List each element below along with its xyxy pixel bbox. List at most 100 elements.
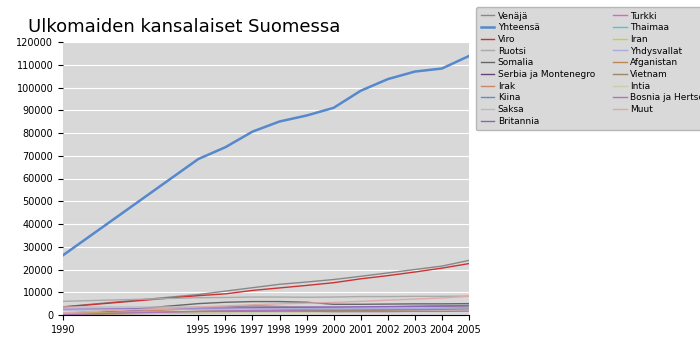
Ruotsi <box>438 294 446 299</box>
Line: Iran: Iran <box>63 310 469 313</box>
Yhteensä <box>465 54 473 58</box>
Thaimaa <box>384 307 392 312</box>
Vietnam <box>411 308 419 312</box>
Saksa <box>384 306 392 310</box>
Kiina <box>438 304 446 308</box>
Turkki <box>248 309 257 313</box>
Afganistan <box>384 309 392 313</box>
Bosnia ja Hertsegovina <box>59 313 67 317</box>
Line: Irak: Irak <box>63 306 469 315</box>
Thaimaa <box>465 306 473 310</box>
Intia <box>356 310 365 314</box>
Britannia <box>411 304 419 308</box>
Turkki <box>411 308 419 312</box>
Intia <box>438 309 446 313</box>
Turkki <box>221 309 230 313</box>
Yhdysvallat <box>275 307 284 311</box>
Afganistan <box>248 310 257 314</box>
Somalia <box>438 302 446 306</box>
Irak <box>221 306 230 310</box>
Somalia <box>248 300 257 304</box>
Afganistan <box>330 309 338 313</box>
Somalia <box>465 301 473 306</box>
Bosnia ja Hertsegovina <box>221 309 230 313</box>
Ruotsi <box>356 294 365 299</box>
Line: Turkki: Turkki <box>63 309 469 314</box>
Viro <box>465 261 473 266</box>
Line: Yhdysvallat: Yhdysvallat <box>63 308 469 310</box>
Venäjä <box>356 274 365 279</box>
Somalia <box>194 301 202 306</box>
Bosnia ja Hertsegovina <box>194 309 202 314</box>
Kiina <box>248 309 257 313</box>
Bosnia ja Hertsegovina <box>248 308 257 313</box>
Viro <box>384 274 392 278</box>
Iran <box>248 309 257 313</box>
Yhdysvallat <box>384 307 392 311</box>
Ruotsi <box>275 295 284 299</box>
Somalia <box>221 300 230 304</box>
Venäjä <box>465 258 473 262</box>
Thaimaa <box>411 307 419 311</box>
Ruotsi <box>465 294 473 298</box>
Viro <box>438 266 446 270</box>
Britannia <box>384 304 392 309</box>
Thaimaa <box>330 308 338 312</box>
Vietnam <box>384 308 392 312</box>
Yhdysvallat <box>194 307 202 311</box>
Serbia ja Montenegro <box>221 305 230 309</box>
Iran <box>330 309 338 313</box>
Afganistan <box>411 308 419 313</box>
Iran <box>275 309 284 313</box>
Serbia ja Montenegro <box>194 306 202 310</box>
Somalia <box>356 302 365 306</box>
Afganistan <box>356 309 365 313</box>
Iran <box>302 309 311 313</box>
Kiina <box>275 308 284 312</box>
Kiina <box>59 312 67 316</box>
Saksa <box>411 306 419 310</box>
Venäjä <box>411 267 419 272</box>
Turkki <box>59 312 67 316</box>
Muut <box>411 297 419 301</box>
Muut <box>275 302 284 306</box>
Bosnia ja Hertsegovina <box>465 309 473 313</box>
Yhteensä <box>59 253 67 257</box>
Saksa <box>194 305 202 309</box>
Vietnam <box>221 309 230 314</box>
Britannia <box>59 307 67 312</box>
Turkki <box>356 308 365 312</box>
Yhdysvallat <box>248 307 257 311</box>
Line: Bosnia ja Hertsegovina: Bosnia ja Hertsegovina <box>63 310 469 315</box>
Thaimaa <box>221 310 230 314</box>
Bosnia ja Hertsegovina <box>438 309 446 314</box>
Intia <box>411 309 419 313</box>
Yhdysvallat <box>302 307 311 311</box>
Line: Afganistan: Afganistan <box>63 310 469 315</box>
Irak <box>330 306 338 310</box>
Viro <box>411 270 419 274</box>
Kiina <box>411 304 419 308</box>
Line: Britannia: Britannia <box>63 306 469 309</box>
Britannia <box>248 306 257 310</box>
Kiina <box>221 309 230 313</box>
Yhteensä <box>302 113 311 118</box>
Intia <box>275 310 284 315</box>
Irak <box>438 304 446 309</box>
Yhteensä <box>411 69 419 73</box>
Line: Ruotsi: Ruotsi <box>63 296 469 301</box>
Line: Muut: Muut <box>63 296 469 313</box>
Venäjä <box>194 293 202 297</box>
Ruotsi <box>411 294 419 299</box>
Line: Serbia ja Montenegro: Serbia ja Montenegro <box>63 306 469 313</box>
Afganistan <box>302 309 311 313</box>
Saksa <box>221 305 230 309</box>
Thaimaa <box>59 312 67 316</box>
Vietnam <box>59 312 67 316</box>
Serbia ja Montenegro <box>411 305 419 309</box>
Muut <box>330 300 338 304</box>
Line: Saksa: Saksa <box>63 307 469 308</box>
Afganistan <box>438 308 446 312</box>
Thaimaa <box>302 309 311 313</box>
Somalia <box>330 302 338 306</box>
